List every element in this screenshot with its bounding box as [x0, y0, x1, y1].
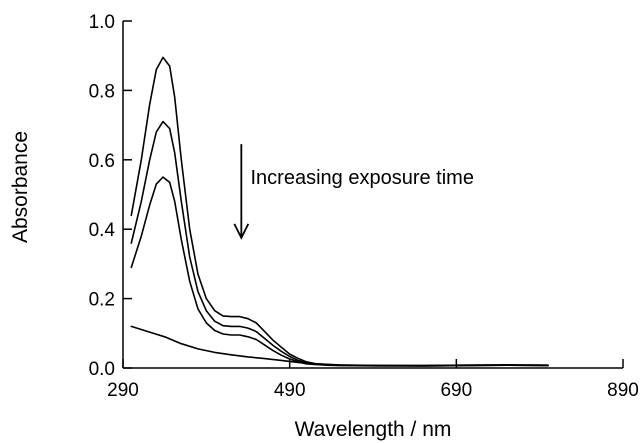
y-tick-label: 1.0: [89, 12, 115, 33]
y-tick-label: 0.2: [89, 290, 115, 311]
annotation-arrow-head: [233, 223, 250, 240]
x-tick-label: 290: [107, 380, 139, 401]
y-tick-label: 0.0: [89, 359, 115, 380]
annotation: Increasing exposure time: [233, 144, 474, 240]
x-tick-label: 490: [274, 380, 306, 401]
y-tick-label: 0.8: [89, 81, 115, 102]
x-axis-title: Wavelength / nm: [295, 418, 452, 441]
x-tick-label: 890: [607, 380, 639, 401]
y-tick-label: 0.6: [89, 151, 115, 172]
annotation-text: Increasing exposure time: [251, 167, 474, 189]
series-line-4: [130, 325, 549, 367]
y-axis-title: Absorbance: [9, 131, 32, 243]
series-line-1: [130, 56, 549, 367]
tick-labels: 290 490 690 890 0.0 0.2 0.4 0.6 0.8 1.0: [89, 12, 639, 401]
series-line-2: [130, 120, 549, 367]
y-tick-label: 0.4: [89, 220, 116, 241]
x-tick-label: 690: [440, 380, 472, 401]
axes: [122, 21, 623, 369]
series-layer: [130, 56, 549, 367]
ticks: [122, 20, 624, 369]
